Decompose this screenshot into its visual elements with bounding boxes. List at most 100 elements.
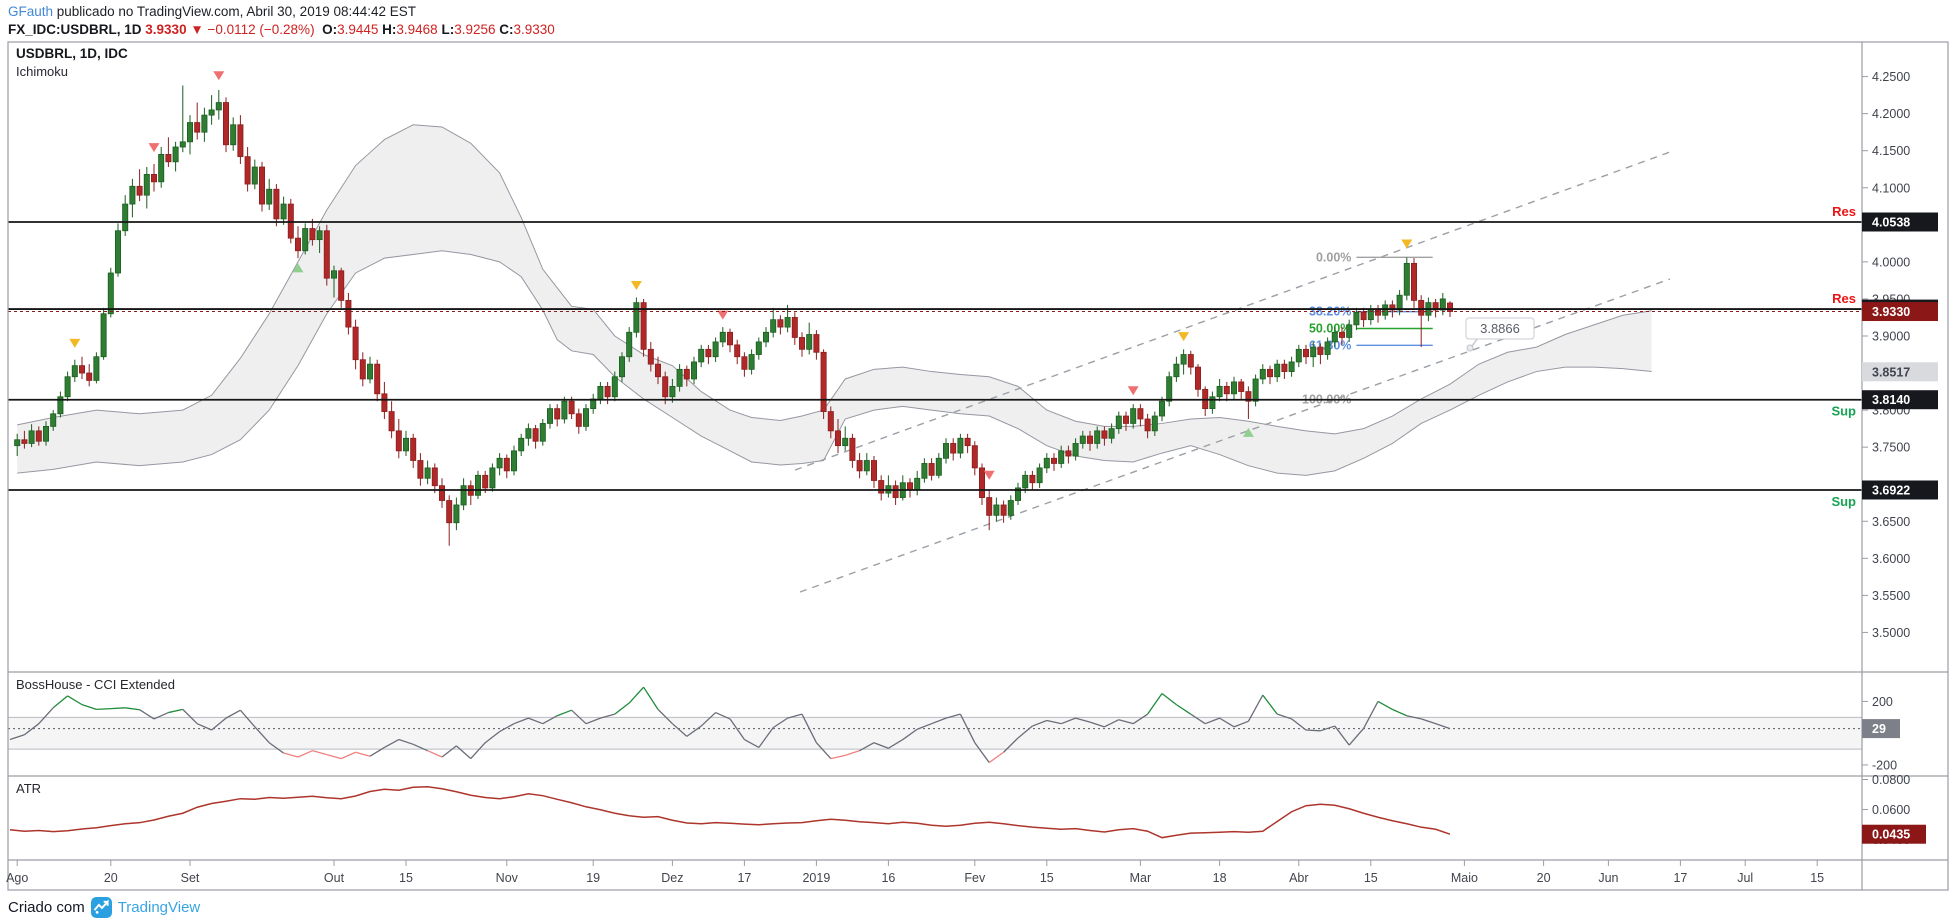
- candle: [1403, 262, 1410, 296]
- candle: [1209, 396, 1216, 410]
- candle: [1303, 348, 1310, 358]
- candle: [791, 317, 798, 338]
- candle: [971, 445, 978, 469]
- candle: [21, 439, 28, 444]
- main-chart-legend-title[interactable]: USDBRL, 1D, IDC: [16, 46, 128, 61]
- signal-marker-red-down-icon: [1127, 386, 1139, 396]
- sr-label-sup: Sup: [1831, 494, 1856, 509]
- time-tick: Maio: [1451, 871, 1478, 885]
- candle: [1288, 361, 1295, 372]
- candle: [460, 485, 467, 506]
- symbol-name[interactable]: FX_IDC:USDBRL, 1D: [8, 22, 142, 37]
- candle: [431, 467, 438, 487]
- symbol-line: FX_IDC:USDBRL, 1D 3.9330 ▼ −0.0112 (−0.2…: [8, 22, 555, 37]
- ichimoku-legend[interactable]: Ichimoku: [16, 64, 69, 79]
- candle: [532, 428, 539, 442]
- cci-line-segment: [1348, 728, 1365, 746]
- candle: [1029, 474, 1036, 484]
- price-tick: 4.2500: [1872, 70, 1910, 84]
- cci-line-segment: [9, 734, 25, 741]
- candle: [1331, 331, 1338, 343]
- candle: [107, 272, 114, 315]
- signal-marker-yellow-down-icon: [1401, 239, 1413, 249]
- time-tick: Jul: [1737, 871, 1753, 885]
- cci-line-segment: [211, 717, 227, 731]
- time-tick: Mar: [1130, 871, 1152, 885]
- candle: [1022, 474, 1029, 489]
- low-label: L:: [441, 22, 455, 37]
- candle: [1439, 298, 1446, 311]
- cci-line-segment: [52, 695, 69, 709]
- candle: [741, 356, 748, 370]
- tooltip-anchor-dot: [1466, 344, 1474, 352]
- tradingview-brand-link[interactable]: TradingView: [117, 899, 201, 916]
- candle: [244, 156, 251, 185]
- cci-line-segment: [312, 750, 327, 756]
- cci-line-segment: [801, 713, 817, 744]
- candle: [921, 463, 928, 479]
- cci-line-segment: [787, 713, 803, 719]
- price-tooltip-value: 3.8866: [1480, 321, 1520, 336]
- last-price-badge-value: 3.9330: [1872, 305, 1910, 319]
- candle: [827, 411, 834, 432]
- candle: [474, 474, 481, 496]
- candle: [1087, 435, 1094, 444]
- publisher-link[interactable]: GFauth: [8, 4, 54, 19]
- cci-line-segment: [239, 709, 256, 728]
- candle: [1130, 408, 1137, 424]
- cci-pane-legend[interactable]: BossHouse - CCI Extended: [16, 677, 175, 692]
- cci-line-segment: [110, 707, 126, 710]
- candle: [842, 437, 849, 447]
- last-price: 3.9330: [145, 22, 187, 37]
- candle: [907, 482, 914, 491]
- price-axis[interactable]: 4.25004.20004.15004.10004.00003.95003.90…: [1862, 70, 1938, 847]
- candle: [993, 504, 1000, 516]
- cci-line-segment: [1420, 718, 1436, 725]
- time-tick: Abr: [1289, 871, 1308, 885]
- candle: [446, 500, 453, 524]
- candle: [1252, 378, 1259, 402]
- candle: [604, 385, 611, 398]
- candle: [1324, 341, 1331, 355]
- publisher-line: GFauth publicado no TradingView.com, Abr…: [8, 4, 416, 19]
- candle: [554, 408, 561, 420]
- cci-line-segment: [455, 745, 472, 760]
- candle: [928, 463, 935, 476]
- candle: [150, 174, 157, 183]
- footer-text: Criado com: [8, 899, 85, 916]
- cci-tick: -200: [1872, 758, 1897, 772]
- candle: [510, 450, 517, 472]
- candle: [1195, 366, 1202, 390]
- cci-line-segment: [815, 742, 832, 760]
- cci-line-segment: [772, 717, 788, 729]
- tradingview-logo-icon[interactable]: [90, 897, 112, 918]
- atr-pane-legend[interactable]: ATR: [16, 781, 42, 796]
- candle: [806, 334, 813, 350]
- cci-line-segment: [1190, 713, 1206, 725]
- cci-line-segment: [758, 727, 774, 748]
- time-axis[interactable]: Ago 20 Set Out 15 Nov 19 Dez 17 2019 16 Fev 15 Mar 18 A…: [6, 860, 1824, 885]
- time-tick: Ago: [6, 871, 28, 885]
- candle: [1094, 430, 1101, 444]
- candle: [835, 430, 842, 447]
- sr-label-res: Res: [1832, 291, 1856, 306]
- candle: [619, 356, 626, 378]
- time-tick: 15: [1364, 871, 1378, 885]
- candle: [129, 185, 136, 205]
- cci-line-segment: [585, 717, 601, 725]
- cci-line-segment: [643, 686, 659, 710]
- cci-line-segment: [153, 711, 169, 720]
- cci-line-segment: [125, 707, 140, 711]
- cci-line-segment: [24, 723, 40, 736]
- cci-line-segment: [830, 754, 846, 760]
- candle: [438, 485, 445, 501]
- candle: [43, 426, 50, 442]
- price-tick: 4.1500: [1872, 144, 1910, 158]
- candle: [525, 428, 532, 439]
- candle: [863, 460, 870, 472]
- cci-line-segment: [1247, 694, 1264, 722]
- price-tick: 4.1000: [1872, 181, 1910, 195]
- candle: [1115, 415, 1122, 430]
- cci-line-segment: [297, 750, 313, 758]
